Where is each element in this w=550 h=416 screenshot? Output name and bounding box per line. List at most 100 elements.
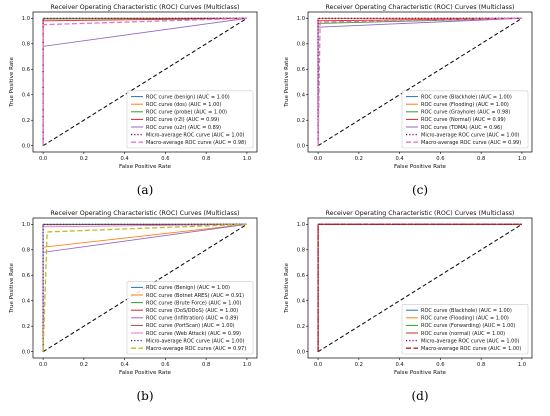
panel-caption: (c) [412, 183, 428, 197]
legend-entry: ROC curve (Botnet ARES) (AUC = 0.91) [146, 293, 244, 299]
legend-entry: ROC curve (Blackhole) (AUC = 1.00) [421, 94, 512, 100]
y-tick-label: 0.0 [22, 350, 30, 356]
x-axis-label: False Positive Rate [394, 164, 447, 170]
legend-entry: ROC curve (dos) (AUC = 1.00) [146, 102, 221, 108]
chart-title: Receiver Operating Characteristic (ROC) … [51, 210, 240, 217]
y-tick-label: 0.2 [22, 324, 30, 330]
x-tick-label: 1.0 [518, 156, 526, 162]
x-tick-label: 0.4 [395, 362, 404, 368]
legend-entry: ROC curve (PortScan) (AUC = 1.00) [146, 323, 235, 329]
legend-box [401, 304, 529, 355]
legend-entry: Micro-average ROC curve (AUC = 1.00) [146, 132, 245, 138]
plot-frame [32, 217, 258, 359]
legend-entry: Micro-average ROC curve (AUC = 1.00) [421, 338, 520, 344]
panel-caption: (d) [411, 389, 428, 403]
legend: ROC curve (Benign) (AUC = 1.00) ROC curve… [126, 281, 254, 355]
legend-entry: ROC curve (r2l) (AUC = 0.99) [146, 117, 219, 123]
legend-entry: ROC curve (Infiltration) (AUC = 0.89) [146, 316, 238, 322]
x-tick-label: 0.0 [39, 156, 47, 162]
legend-entry: ROC curve (Benign) (AUC = 1.00) [146, 285, 230, 291]
y-tick-label: 1.0 [297, 16, 305, 22]
y-tick-label: 0.8 [22, 42, 30, 48]
x-tick-label: 0.2 [355, 156, 363, 162]
x-tick-label: 0.2 [80, 156, 88, 162]
legend-box [401, 90, 529, 149]
x-tick-label: 0.4 [120, 156, 129, 162]
x-tick-label: 0.4 [120, 362, 129, 368]
y-tick-label: 0.0 [22, 144, 30, 150]
chance-diagonal-line [317, 17, 523, 147]
legend-entry: ROC curve (Flooding) (AUC = 1.00) [421, 316, 509, 322]
y-tick-label: 0.6 [297, 273, 305, 279]
legend-entry: ROC curve (u2r) (AUC = 0.89) [146, 125, 221, 131]
y-tick-label: 1.0 [22, 16, 30, 22]
chance-diagonal-line [42, 17, 248, 147]
chart-title: Receiver Operating Characteristic (ROC) … [51, 4, 240, 11]
legend-entry: ROC curve (Forwarding) (AUC = 1.00) [421, 323, 515, 329]
legend-entry: ROC curve (Blackhole) (AUC = 1.00) [421, 308, 512, 314]
y-tick-label: 0.4 [297, 299, 306, 305]
x-axis-label: False Positive Rate [119, 370, 172, 376]
panel-caption: (b) [136, 389, 153, 403]
legend-entry: ROC curve (Brute Force) (AUC = 1.00) [146, 300, 241, 306]
x-tick-label: 0.8 [202, 156, 210, 162]
legend-entry: Macro-average ROC curve (AUC = 1.00) [421, 346, 521, 352]
legend-entry: ROC curve (TDMA) (AUC = 0.96) [421, 125, 502, 131]
chart-title: Receiver Operating Characteristic (ROC) … [326, 210, 515, 217]
legend-entry: ROC curve (Flooding) (AUC = 1.00) [421, 102, 509, 108]
plot-frame [307, 217, 533, 359]
chance-diagonal-line [317, 223, 523, 353]
x-tick-label: 0.2 [80, 362, 88, 368]
roc-series-line [317, 223, 522, 352]
roc-panel-d: Receiver Operating Characteristic (ROC) … [284, 210, 533, 403]
chart-title: Receiver Operating Characteristic (ROC) … [326, 4, 515, 11]
x-tick-label: 0.6 [436, 362, 444, 368]
roc-panel-b: Receiver Operating Characteristic (ROC) … [9, 210, 258, 403]
legend-entry: ROC curve (benign) (AUC = 1.00) [146, 94, 230, 100]
legend-entry: Macro-average ROC curve (AUC = 0.99) [421, 140, 521, 146]
roc-series-line [42, 17, 247, 146]
x-tick-label: 1.0 [243, 362, 251, 368]
legend-entry: ROC curve (Web Attack) (AUC = 0.99) [146, 331, 241, 337]
roc-series-line [317, 17, 522, 146]
roc-series-line [42, 223, 247, 352]
x-tick-label: 0.0 [314, 362, 322, 368]
y-tick-label: 0.2 [297, 118, 305, 124]
x-tick-label: 0.6 [161, 362, 169, 368]
legend-entry: ROC curve (DoS/DDoS) (AUC = 1.00) [146, 308, 238, 314]
y-tick-label: 0.6 [297, 67, 305, 73]
y-tick-label: 0.2 [22, 118, 30, 124]
x-tick-label: 0.0 [39, 362, 47, 368]
y-tick-label: 0.8 [22, 248, 30, 254]
y-axis-label: True Positive Rate [284, 263, 290, 314]
y-tick-label: 0.4 [22, 299, 31, 305]
y-tick-label: 0.6 [22, 273, 30, 279]
x-tick-label: 0.8 [477, 362, 485, 368]
x-tick-label: 1.0 [243, 156, 251, 162]
panel-caption: (a) [137, 183, 154, 197]
x-tick-label: 0.6 [161, 156, 169, 162]
y-tick-label: 0.2 [297, 324, 305, 330]
legend-entry: Macro-average ROC curve (AUC = 0.97) [146, 346, 246, 352]
y-axis-label: True Positive Rate [9, 57, 15, 108]
legend-entry: Micro-average ROC curve (AUC = 1.00) [146, 338, 245, 344]
roc-series-line [317, 17, 522, 146]
legend: ROC curve (Blackhole) (AUC = 1.00) ROC cu… [401, 304, 529, 355]
x-tick-label: 1.0 [518, 362, 526, 368]
legend: ROC curve (benign) (AUC = 1.00) ROC curve… [126, 90, 254, 149]
y-tick-label: 0.0 [297, 144, 305, 150]
y-tick-label: 0.6 [22, 67, 30, 73]
y-tick-label: 0.4 [297, 93, 306, 99]
x-axis-label: False Positive Rate [394, 370, 447, 376]
x-tick-label: 0.8 [202, 362, 210, 368]
y-tick-label: 0.8 [297, 248, 305, 254]
y-tick-label: 0.4 [22, 93, 31, 99]
legend: ROC curve (Blackhole) (AUC = 1.00) ROC cu… [401, 90, 529, 149]
y-tick-label: 1.0 [297, 222, 305, 228]
y-tick-label: 1.0 [22, 222, 30, 228]
x-tick-label: 0.2 [355, 362, 363, 368]
x-tick-label: 0.0 [314, 156, 322, 162]
x-tick-label: 0.4 [395, 156, 404, 162]
roc-series-line [42, 223, 247, 352]
legend-box [126, 90, 254, 149]
